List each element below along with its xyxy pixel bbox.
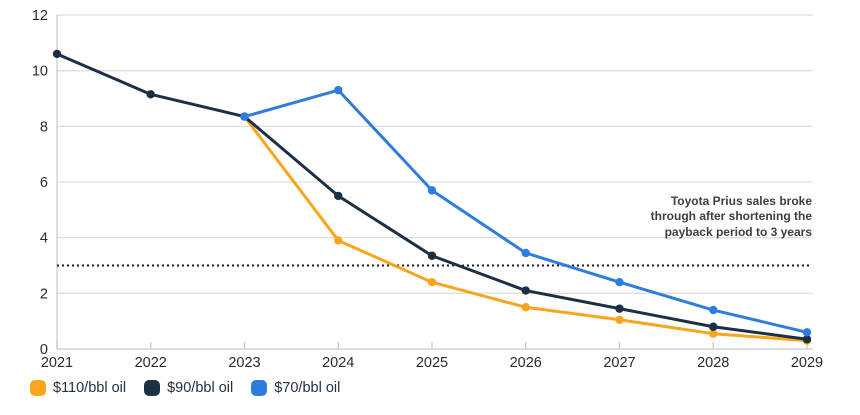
data-point [427, 251, 437, 260]
legend-swatch-110bbl-icon [30, 380, 46, 396]
data-point [334, 236, 343, 245]
legend-label-90bbl: $90/bbl oil [167, 380, 234, 396]
legend-item-70bbl: $70/bbl oil [251, 380, 340, 396]
chart-annotation: Toyota Prius sales broke through after s… [650, 194, 812, 239]
data-point [709, 322, 718, 331]
data-point [615, 315, 624, 324]
legend-label-70bbl: $70/bbl oil [274, 380, 341, 396]
data-point [615, 304, 624, 313]
data-point [615, 278, 624, 287]
data-point [334, 191, 343, 201]
data-point [802, 335, 812, 344]
y-tick-label: 8 [40, 119, 48, 135]
x-tick-label: 2022 [135, 355, 167, 371]
data-point [521, 248, 530, 258]
x-tick-label: 2028 [697, 355, 729, 371]
data-point [427, 278, 437, 287]
y-tick-label: 4 [40, 231, 48, 247]
y-tick-label: 10 [32, 64, 48, 80]
x-tick-label: 2023 [228, 355, 260, 371]
legend-item-90bbl: $90/bbl oil [144, 380, 233, 396]
data-point [521, 286, 530, 295]
x-tick-label: 2026 [510, 355, 542, 371]
legend-swatch-70bbl-icon [251, 380, 268, 396]
data-point [521, 303, 530, 312]
data-point [802, 328, 812, 337]
data-point [146, 90, 155, 99]
y-tick-label: 0 [40, 342, 48, 358]
x-tick-label: 2027 [603, 355, 635, 371]
y-tick-label: 2 [40, 286, 48, 302]
legend-label-110bbl: $110/bbl oil [53, 380, 127, 396]
data-point [709, 329, 718, 338]
x-tick-label: 2024 [322, 355, 354, 371]
data-point [240, 112, 249, 121]
y-tick-label: 6 [40, 175, 48, 191]
x-tick-label: 2025 [416, 355, 448, 371]
data-point [334, 85, 343, 95]
data-point [52, 49, 62, 59]
data-point [427, 186, 437, 195]
legend-item-110bbl: $110/bbl oil [30, 380, 126, 396]
x-tick-label: 2021 [41, 355, 73, 371]
chart-legend: $110/bbl oil $90/bbl oil $70/bbl oil [30, 380, 340, 396]
chart-plot-area: 0 2 4 6 8 10 12 2021 2022 2023 2024 2025 2026 2027 202… [32, 8, 823, 371]
y-tick-label: 12 [32, 8, 48, 24]
x-tick-label: 2029 [791, 355, 823, 371]
data-point [709, 305, 718, 315]
legend-swatch-90bbl-icon [144, 380, 161, 396]
